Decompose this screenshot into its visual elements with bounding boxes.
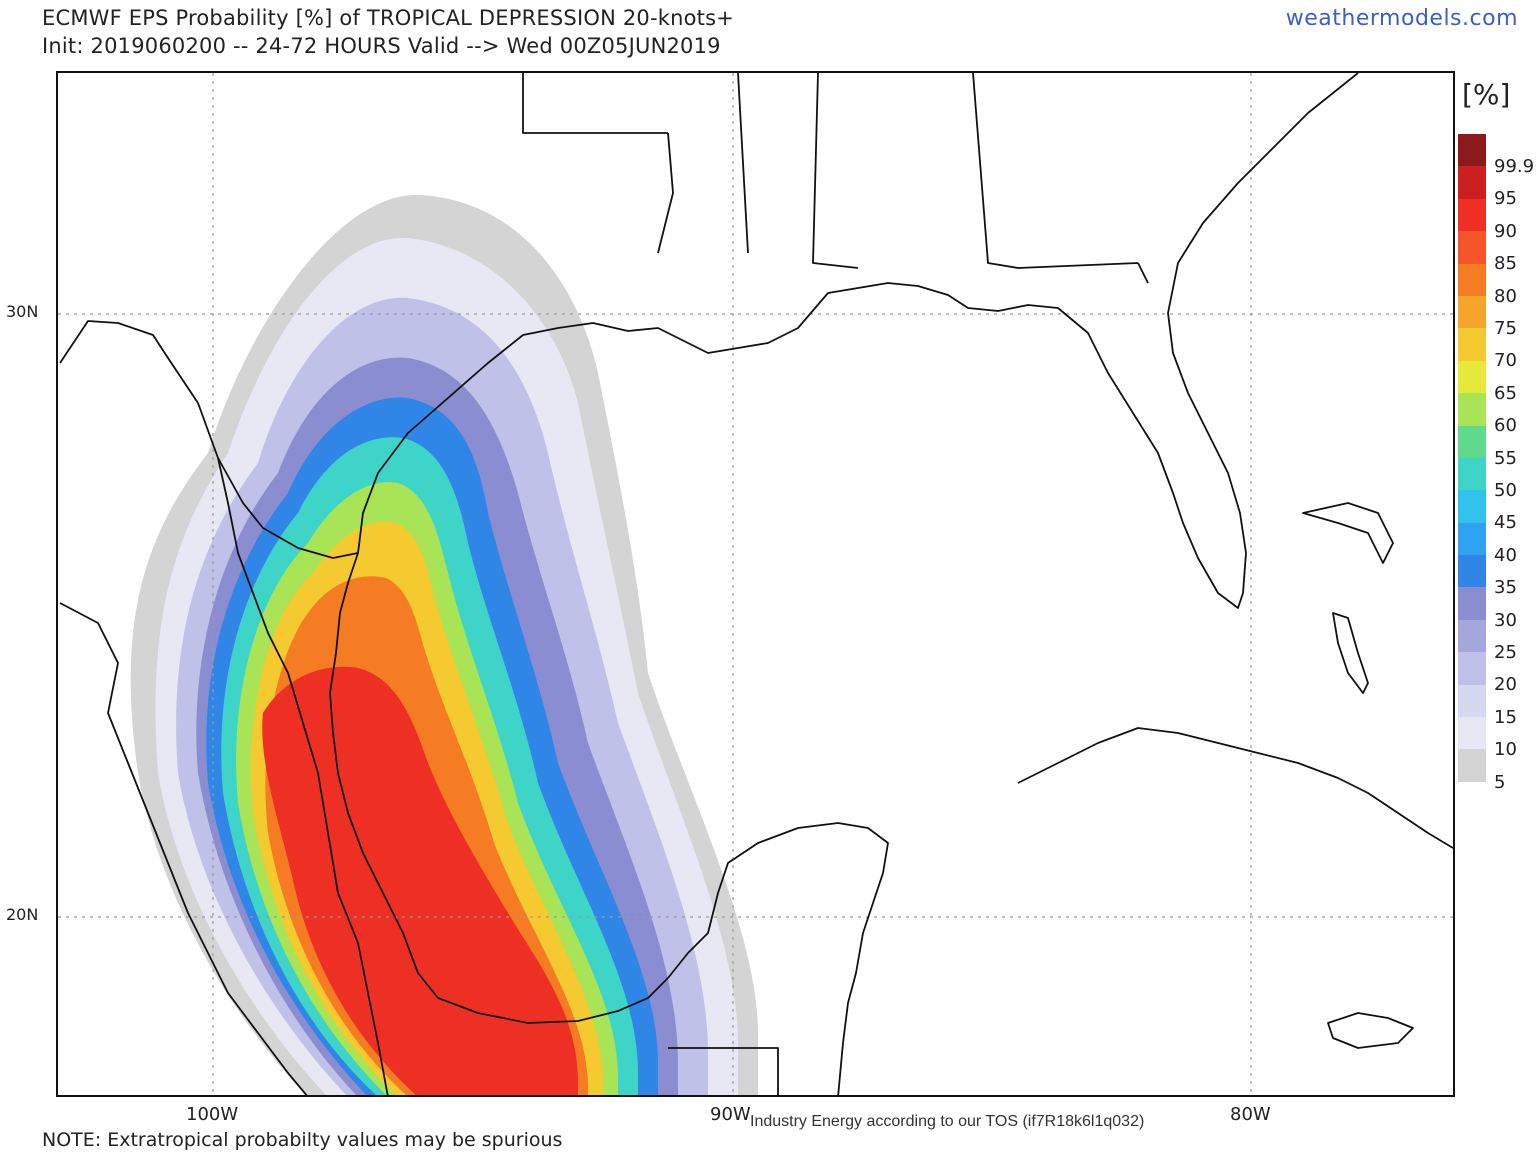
- us-state-borders: [522, 73, 1149, 1095]
- legend-label-95: 95: [1494, 188, 1517, 210]
- andros-island: [1332, 612, 1369, 694]
- legend-label-30: 30: [1494, 609, 1517, 631]
- legend-label-65: 65: [1494, 382, 1517, 404]
- legend-swatch-10: [1458, 717, 1486, 750]
- lon-label-90w: 90W: [710, 1104, 751, 1125]
- legend-swatch-65: [1458, 360, 1486, 394]
- legend-swatch-90: [1458, 198, 1486, 232]
- legend-label-90: 90: [1494, 220, 1517, 242]
- legend-label-25: 25: [1494, 642, 1517, 663]
- coastlines: [59, 73, 1453, 1095]
- us-gulf-coast: [59, 73, 1359, 609]
- legend-swatch-5: [1458, 749, 1486, 782]
- legend-swatch-60: [1458, 393, 1486, 426]
- legend-label-40: 40: [1494, 544, 1517, 566]
- lon-label-100w: 100W: [186, 1104, 239, 1125]
- legend-label-99-9: 99.9: [1494, 156, 1535, 177]
- probability-map: [58, 73, 1453, 1095]
- legend-swatch-55: [1458, 425, 1486, 458]
- legend-swatch-70: [1458, 328, 1486, 361]
- legend-swatch-80: [1458, 263, 1486, 296]
- jamaica: [1327, 1012, 1414, 1049]
- yucatan-coast: [667, 822, 889, 1095]
- legend-label-10: 10: [1494, 739, 1517, 761]
- legend-label-70: 70: [1494, 350, 1517, 372]
- legend-label-75: 75: [1494, 318, 1517, 339]
- legend-color-bar: [1458, 134, 1486, 782]
- footer-note: NOTE: Extratropical probabilty values ma…: [42, 1129, 563, 1151]
- legend-label-85: 85: [1494, 253, 1517, 275]
- legend-label-45: 45: [1494, 512, 1517, 534]
- contour-90: [262, 666, 578, 1095]
- legend-label-50: 50: [1494, 480, 1517, 501]
- legend-label-35: 35: [1494, 577, 1517, 599]
- tos-notice: Industry Energy according to our TOS (if…: [750, 1113, 1145, 1130]
- legend-unit: [%]: [1462, 78, 1511, 111]
- lat-label-30n: 30N: [6, 302, 39, 321]
- legend-swatch-20: [1458, 652, 1486, 685]
- legend-swatch-95: [1458, 166, 1486, 199]
- brand-link[interactable]: weathermodels.com: [1285, 6, 1518, 31]
- legend-label-80: 80: [1494, 285, 1517, 307]
- legend-swatch-35: [1458, 555, 1486, 588]
- legend-swatch-45: [1458, 490, 1486, 523]
- probability-contours: [130, 194, 758, 1095]
- grid-lines: [58, 73, 1453, 1095]
- lon-label-80w: 80W: [1230, 1104, 1271, 1125]
- legend-swatch-40: [1458, 522, 1486, 556]
- legend-label-55: 55: [1494, 447, 1517, 469]
- legend-swatch-15: [1458, 684, 1486, 718]
- legend-swatch-85: [1458, 231, 1486, 264]
- legend-label-5: 5: [1494, 771, 1506, 793]
- legend-swatch-25: [1458, 619, 1486, 653]
- texas-mexico-coast: [329, 552, 669, 1024]
- legend-swatch-50: [1458, 457, 1486, 491]
- legend-label-60: 60: [1494, 415, 1517, 437]
- map-title: ECMWF EPS Probability [%] of TROPICAL DE…: [42, 6, 735, 30]
- cuba: [1017, 727, 1453, 849]
- mexico-interior-borders: [59, 457, 389, 1095]
- legend-swatch-75: [1458, 295, 1486, 329]
- map-subtitle: Init: 2019060200 -- 24-72 HOURS Valid --…: [42, 34, 721, 58]
- legend-swatch-99-9: [1458, 134, 1486, 167]
- legend-label-15: 15: [1494, 706, 1517, 728]
- map-panel: [56, 71, 1455, 1097]
- legend-label-20: 20: [1494, 674, 1517, 696]
- legend-swatch-30: [1458, 587, 1486, 620]
- bahamas-north: [1302, 502, 1394, 564]
- lat-label-20n: 20N: [6, 905, 39, 924]
